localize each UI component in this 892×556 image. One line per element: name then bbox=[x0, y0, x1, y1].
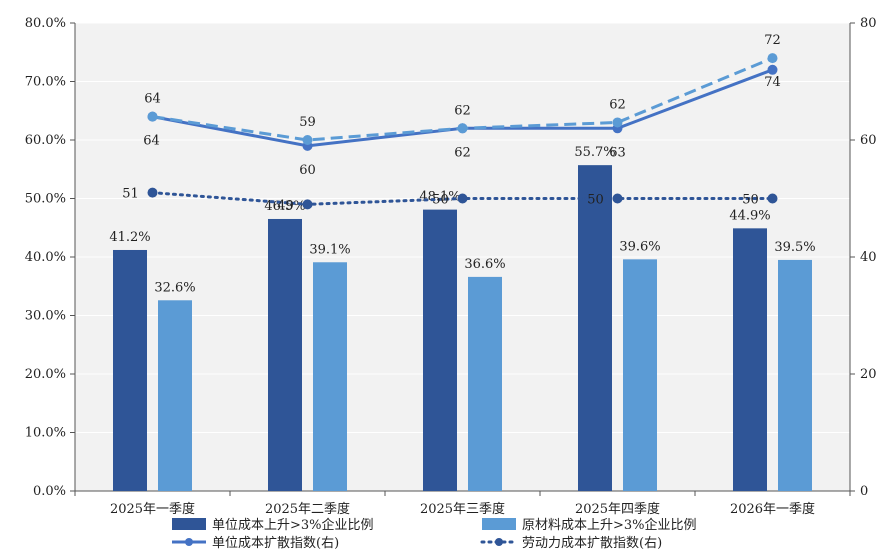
right-axis-tick-label: 60 bbox=[860, 133, 877, 148]
legend-marker bbox=[495, 538, 503, 546]
bar bbox=[313, 262, 347, 491]
x-axis-tick-label: 2026年一季度 bbox=[730, 501, 815, 517]
x-axis-tick-label: 2025年三季度 bbox=[420, 501, 505, 517]
line-data-label: 62 bbox=[454, 145, 471, 160]
bar-data-label: 39.6% bbox=[619, 239, 660, 254]
bar bbox=[778, 259, 812, 491]
left-axis-tick-label: 60.0% bbox=[25, 133, 66, 148]
bar-data-label: 39.1% bbox=[309, 242, 350, 257]
line-marker bbox=[147, 187, 158, 198]
bar-data-label: 41.2% bbox=[109, 230, 150, 245]
left-axis-tick-label: 10.0% bbox=[25, 426, 66, 441]
line-data-label: 60 bbox=[299, 163, 316, 178]
right-axis-tick-label: 40 bbox=[860, 250, 877, 265]
left-axis-tick-label: 0.0% bbox=[33, 484, 66, 499]
x-axis-tick-label: 2025年二季度 bbox=[265, 501, 350, 517]
line-data-label: 64 bbox=[144, 92, 161, 107]
left-axis-tick-label: 20.0% bbox=[25, 367, 66, 382]
line-data-label: 62 bbox=[609, 97, 626, 112]
bar bbox=[268, 218, 302, 491]
bar-data-label: 44.9% bbox=[729, 208, 770, 223]
line-data-label: 74 bbox=[764, 75, 781, 90]
line-marker bbox=[302, 199, 313, 210]
bar bbox=[578, 165, 612, 491]
right-axis-tick-label: 20 bbox=[860, 367, 877, 382]
right-axis-tick-label: 0 bbox=[860, 484, 868, 499]
bar-data-label: 39.5% bbox=[774, 240, 815, 255]
bar-data-label: 55.7% bbox=[574, 145, 615, 160]
left-axis-tick-label: 50.0% bbox=[25, 192, 66, 207]
bar bbox=[468, 276, 502, 491]
line-data-label: 59 bbox=[299, 115, 316, 130]
legend-swatch bbox=[482, 518, 516, 530]
left-axis-tick-label: 40.0% bbox=[25, 250, 66, 265]
line-marker bbox=[302, 135, 313, 145]
line-marker bbox=[767, 64, 778, 75]
bar-data-label: 32.6% bbox=[154, 280, 195, 295]
bar bbox=[733, 228, 767, 491]
bar bbox=[423, 209, 457, 492]
bar bbox=[113, 249, 147, 491]
left-axis-tick-label: 30.0% bbox=[25, 309, 66, 324]
legend-label: 单位成本扩散指数(右) bbox=[212, 536, 339, 551]
line-marker bbox=[767, 193, 778, 204]
legend-label: 原材料成本上升>3%企业比例 bbox=[522, 517, 697, 533]
line-marker bbox=[767, 53, 778, 64]
line-data-label: 49 bbox=[277, 198, 294, 213]
legend-label: 单位成本上升>3%企业比例 bbox=[212, 517, 374, 533]
legend-marker bbox=[185, 538, 193, 546]
x-axis-tick-label: 2025年一季度 bbox=[110, 501, 195, 517]
line-data-label: 51 bbox=[122, 187, 139, 202]
right-axis-tick-label: 80 bbox=[860, 16, 877, 31]
line-data-label: 50 bbox=[432, 193, 449, 208]
line-data-label: 64 bbox=[143, 134, 160, 149]
line-marker bbox=[457, 193, 468, 204]
line-marker bbox=[612, 193, 623, 204]
bar bbox=[158, 300, 192, 491]
line-marker bbox=[457, 123, 468, 134]
line-marker bbox=[612, 117, 623, 128]
bar-data-label: 36.6% bbox=[464, 257, 505, 272]
bar bbox=[623, 259, 657, 491]
legend-swatch bbox=[172, 518, 206, 530]
bar-data-label: 48.1% bbox=[419, 190, 460, 205]
line-marker bbox=[147, 111, 158, 122]
left-axis-tick-label: 70.0% bbox=[25, 75, 66, 90]
x-axis-tick-label: 2025年四季度 bbox=[575, 501, 660, 517]
legend-label: 劳动力成本扩散指数(右) bbox=[522, 535, 662, 551]
line-data-label: 72 bbox=[764, 33, 781, 48]
line-data-label: 62 bbox=[454, 103, 471, 118]
line-data-label: 50 bbox=[742, 193, 759, 208]
left-axis-tick-label: 80.0% bbox=[25, 16, 66, 31]
line-data-label: 63 bbox=[609, 145, 626, 160]
line-data-label: 50 bbox=[587, 193, 604, 208]
